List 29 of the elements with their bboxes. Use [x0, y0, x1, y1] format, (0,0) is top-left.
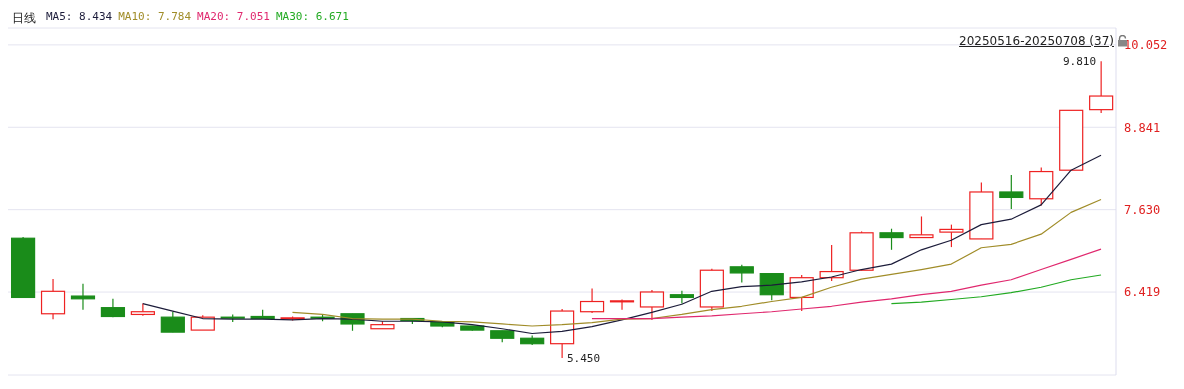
line-series [291, 198, 1102, 327]
candlestick [40, 278, 66, 320]
y-tick-label: 10.052 [1124, 38, 1168, 53]
candlestick [759, 273, 784, 301]
candlestick [909, 215, 934, 239]
annotation: 20250516-20250708 (37) [959, 34, 1114, 48]
annotation: 5.450 [567, 351, 601, 365]
candlestick [939, 224, 964, 248]
text: MA10: 7.784 [118, 10, 192, 25]
candlestick [579, 287, 605, 314]
text: MA30: 6.671 [275, 10, 349, 25]
candlestick [999, 174, 1024, 210]
text: MA20: 7.051 [197, 10, 270, 25]
y-tick-label: 8.841 [1124, 120, 1161, 135]
line-series [591, 248, 1102, 320]
y-tick-label: 7.630 [1124, 202, 1161, 217]
candlestick [669, 290, 694, 305]
y-tick-label: 6.419 [1124, 285, 1161, 300]
candlestick [609, 298, 635, 311]
text: MA5: 8.434 [46, 10, 113, 25]
line-series [142, 154, 1102, 335]
candlestick [70, 283, 96, 311]
candlestick [160, 311, 185, 333]
line-series [890, 274, 1102, 305]
chart-title: 日线 [12, 10, 36, 27]
annotation: 9.810 [1062, 55, 1097, 69]
candlestick [879, 228, 904, 251]
candlestick [130, 302, 155, 317]
candlestick [639, 289, 665, 321]
